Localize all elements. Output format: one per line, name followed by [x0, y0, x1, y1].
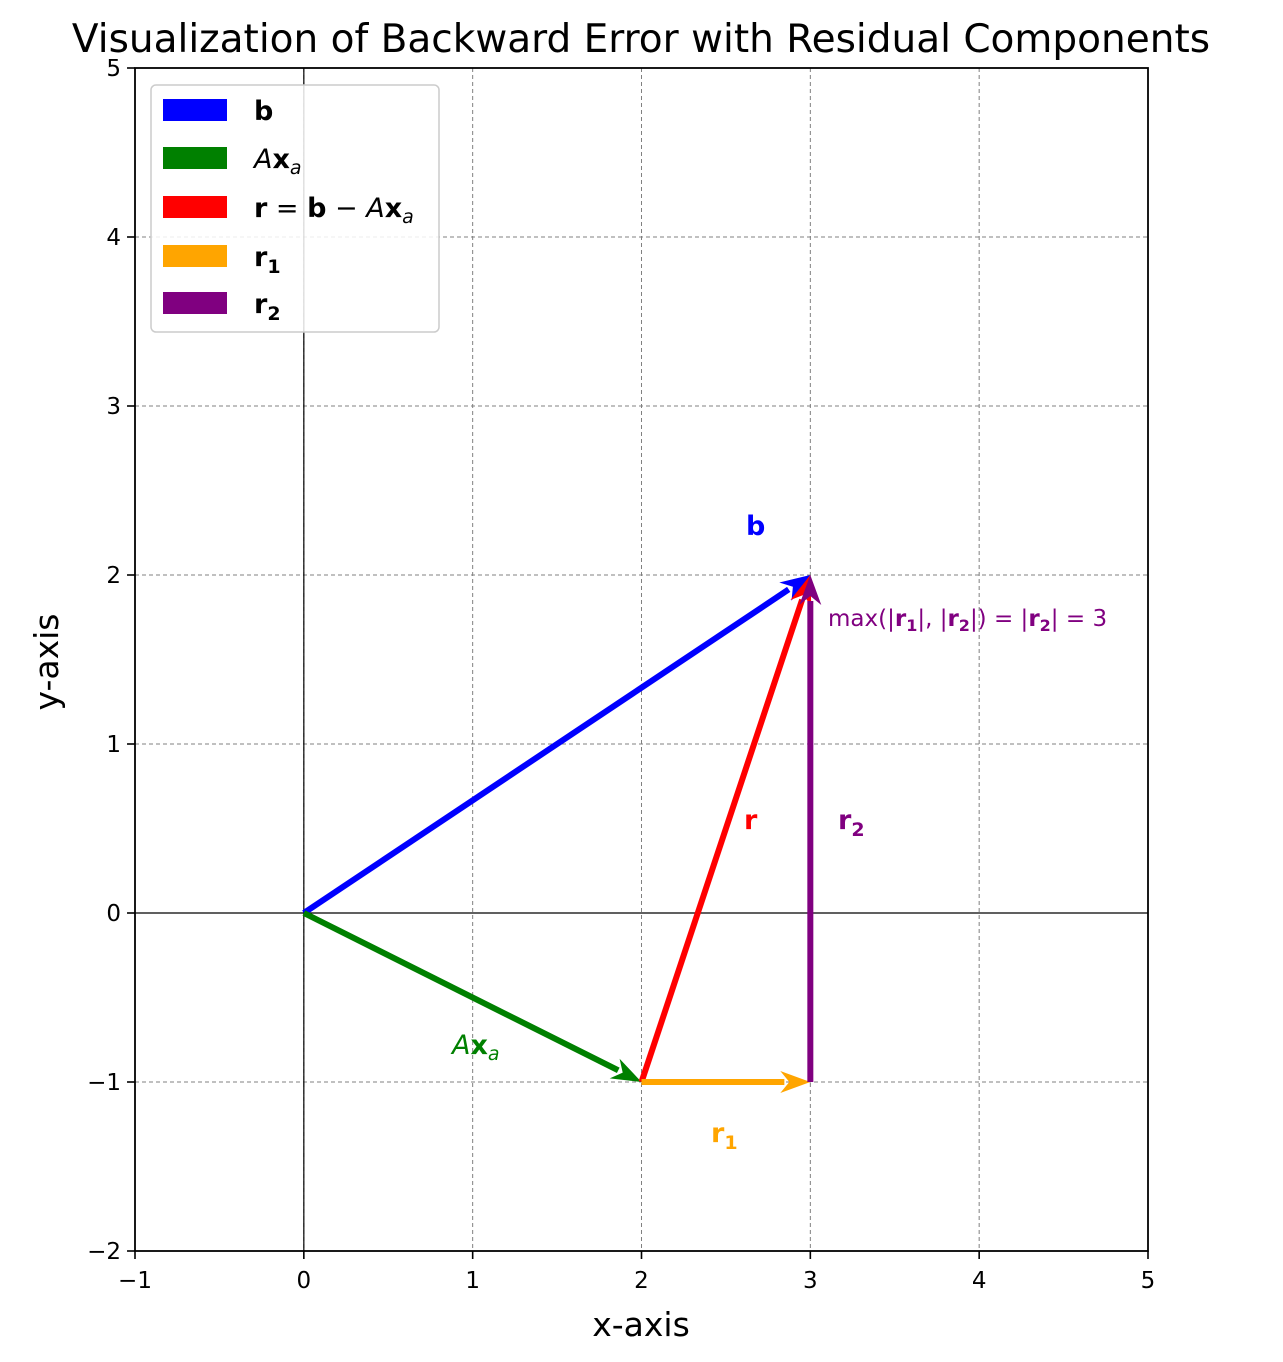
x-tick-label: −1: [118, 1268, 152, 1294]
y-tick-label: 5: [106, 56, 121, 82]
vectors: [302, 575, 822, 1093]
legend-swatch-r2: [163, 292, 227, 314]
x-tick-label: 0: [297, 1268, 312, 1294]
vector-Ax: [302, 910, 642, 1082]
x-ticks: −1 0 1 2 3 4 5: [118, 1251, 1155, 1294]
vector-head-Ax: [609, 1058, 642, 1082]
vector-head-r: [790, 575, 812, 607]
y-tick-label: −2: [87, 1239, 121, 1265]
vector-head-b: [779, 575, 811, 601]
x-tick-label: 3: [803, 1268, 818, 1294]
vector-r: [638, 575, 812, 1083]
vector-head-r1: [780, 1071, 811, 1093]
legend-entry-b: b: [254, 96, 273, 127]
legend-swatch-b: [163, 99, 227, 121]
y-axis-label: y-axis: [27, 614, 66, 711]
legend-swatch-ax: [163, 147, 227, 169]
x-tick-label: 2: [634, 1268, 649, 1294]
vector-head-r2: [799, 575, 822, 605]
label-r2: r2: [838, 805, 865, 841]
x-tick-label: 5: [1141, 1268, 1156, 1294]
vector-r2: [799, 575, 822, 1082]
y-tick-label: 4: [106, 225, 121, 251]
vector-shaft-b: [302, 586, 791, 916]
label-b: b: [746, 511, 765, 542]
x-axis-label: x-axis: [592, 1305, 690, 1344]
label-r: r: [744, 805, 758, 836]
vector-shaft-Ax: [302, 910, 620, 1074]
y-ticks: −2 −1 0 1 2 3 4 5: [87, 56, 135, 1265]
x-tick-label: 1: [465, 1268, 480, 1294]
label-ax: Axa: [450, 1030, 500, 1065]
y-tick-label: −1: [87, 1070, 121, 1096]
legend-entry-r1: r1: [254, 242, 281, 278]
legend-entry-r: r = b − Axa: [254, 193, 414, 228]
vector-r1: [641, 1071, 811, 1093]
y-tick-label: 3: [106, 394, 121, 420]
chart-title: Visualization of Backward Error with Res…: [72, 17, 1210, 62]
legend-swatch-r1: [163, 245, 227, 267]
legend: b Axa r = b − Axa r1 r2: [150, 84, 440, 333]
vector-shaft-r: [638, 598, 805, 1083]
y-tick-label: 0: [106, 901, 121, 927]
vector-b: [302, 575, 811, 916]
y-tick-label: 1: [106, 732, 121, 758]
y-tick-label: 2: [106, 563, 121, 589]
legend-box: [150, 84, 440, 333]
legend-entry-r2: r2: [254, 289, 281, 325]
label-r1: r1: [711, 1118, 738, 1154]
legend-entry-ax: Axa: [252, 144, 302, 179]
legend-swatch-r: [163, 196, 227, 218]
x-tick-label: 4: [972, 1268, 987, 1294]
max-annotation: max(|r1|, |r2|) = |r2| = 3: [828, 606, 1107, 635]
